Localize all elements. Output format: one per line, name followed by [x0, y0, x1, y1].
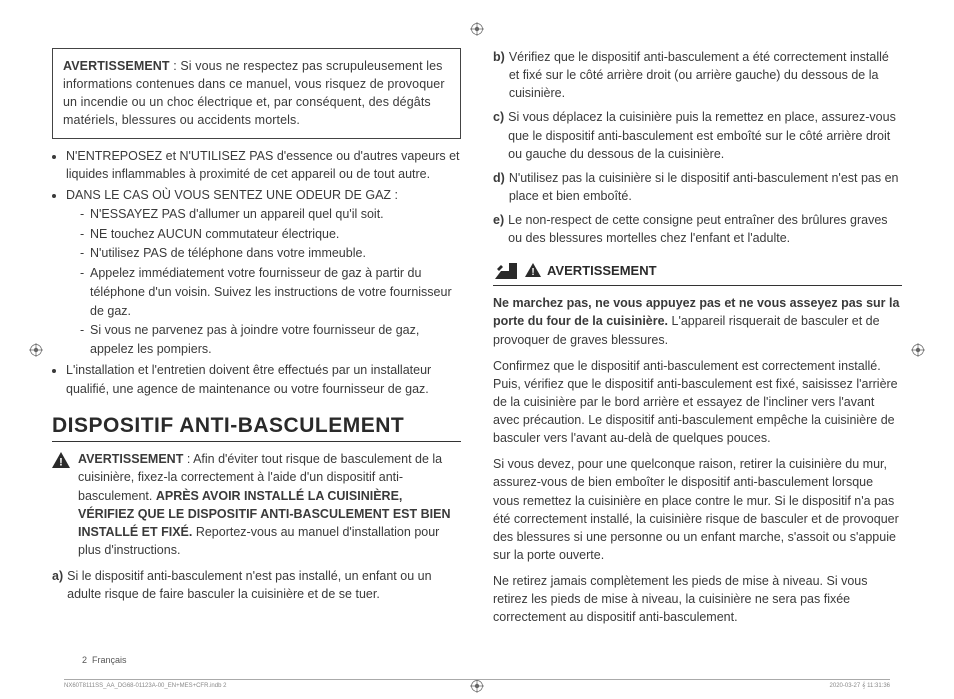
- item-c-label: c): [493, 108, 504, 162]
- avertissement-title: AVERTISSEMENT: [547, 263, 657, 278]
- bullet-item: DANS LE CAS OÙ VOUS SENTEZ UNE ODEUR DE …: [66, 186, 461, 359]
- section-heading: DISPOSITIF ANTI-BASCULEMENT: [52, 414, 461, 442]
- item-d-label: d): [493, 169, 505, 205]
- item-b-label: b): [493, 48, 505, 102]
- gas-sublist: N'ESSAYEZ PAS d'allumer un appareil quel…: [66, 205, 461, 359]
- page-footer: 2 Français: [82, 655, 127, 665]
- alpha-list-left: a) Si le dispositif anti-basculement n'e…: [52, 567, 461, 603]
- crop-mark-right: [911, 343, 925, 357]
- item-c-text: Si vous déplacez la cuisinière puis la r…: [508, 108, 902, 162]
- item-e-label: e): [493, 211, 504, 247]
- main-bullet-list: N'ENTREPOSEZ et N'UTILISEZ PAS d'essence…: [52, 147, 461, 399]
- warning-box: AVERTISSEMENT : Si vous ne respectez pas…: [52, 48, 461, 139]
- item-b: b) Vérifiez que le dispositif anti-bascu…: [493, 48, 902, 102]
- bullet-text: DANS LE CAS OÙ VOUS SENTEZ UNE ODEUR DE …: [66, 188, 398, 202]
- sub-item: Appelez immédiatement votre fournisseur …: [80, 264, 461, 320]
- warning-box-bold: AVERTISSEMENT: [63, 59, 170, 73]
- avertissement-header: ! AVERTISSEMENT: [493, 259, 902, 286]
- warning-triangle-icon: !: [52, 452, 70, 468]
- item-c: c) Si vous déplacez la cuisinière puis l…: [493, 108, 902, 162]
- crop-mark-top: [470, 22, 484, 36]
- svg-text:!: !: [59, 457, 63, 469]
- bullet-item: N'ENTREPOSEZ et N'UTILISEZ PAS d'essence…: [66, 147, 461, 185]
- warn-p4: Ne retirez jamais complètement les pieds…: [493, 572, 902, 626]
- sub-item: Si vous ne parvenez pas à joindre votre …: [80, 321, 461, 359]
- item-a-text: Si le dispositif anti-basculement n'est …: [67, 567, 461, 603]
- bullet-item: L'installation et l'entretien doivent êt…: [66, 361, 461, 399]
- alpha-list-right: b) Vérifiez que le dispositif anti-bascu…: [493, 48, 902, 247]
- microfooter-file: NX60T8111SS_AA_DG68-01123A-00_EN+MES+CFR…: [64, 683, 226, 690]
- item-a: a) Si le dispositif anti-basculement n'e…: [52, 567, 461, 603]
- sub-item: NE touchez AUCUN commutateur électrique.: [80, 225, 461, 244]
- page-number: 2: [82, 655, 87, 665]
- svg-text:!: !: [531, 267, 534, 277]
- print-microfooter: NX60T8111SS_AA_DG68-01123A-00_EN+MES+CFR…: [64, 679, 890, 690]
- warning-triangle-icon: !: [525, 263, 541, 277]
- item-a-label: a): [52, 567, 63, 603]
- warn-p1: Ne marchez pas, ne vous appuyez pas et n…: [493, 294, 902, 348]
- page-language: Français: [92, 655, 127, 665]
- sub-item: N'utilisez PAS de téléphone dans votre i…: [80, 244, 461, 263]
- left-column: AVERTISSEMENT : Si vous ne respectez pas…: [52, 48, 461, 634]
- crop-mark-left: [29, 343, 43, 357]
- item-d-text: N'utilisez pas la cuisinière si le dispo…: [509, 169, 902, 205]
- item-e-text: Le non-respect de cette consigne peut en…: [508, 211, 902, 247]
- page-content: AVERTISSEMENT : Si vous ne respectez pas…: [52, 48, 902, 634]
- avert-bold: AVERTISSEMENT: [78, 452, 183, 466]
- item-e: e) Le non-respect de cette consigne peut…: [493, 211, 902, 247]
- microfooter-timestamp: 2020-03-27 𝄞 11:31:36: [830, 683, 890, 690]
- warn-p3: Si vous devez, pour une quelconque raiso…: [493, 455, 902, 564]
- warn-p2: Confirmez que le dispositif anti-bascule…: [493, 357, 902, 448]
- item-d: d) N'utilisez pas la cuisinière si le di…: [493, 169, 902, 205]
- tip-warning-paragraph: ! AVERTISSEMENT : Afin d'éviter tout ris…: [52, 450, 461, 559]
- tip-over-icon: [493, 259, 519, 281]
- item-b-text: Vérifiez que le dispositif anti-basculem…: [509, 48, 902, 102]
- right-column: b) Vérifiez que le dispositif anti-bascu…: [493, 48, 902, 634]
- sub-item: N'ESSAYEZ PAS d'allumer un appareil quel…: [80, 205, 461, 224]
